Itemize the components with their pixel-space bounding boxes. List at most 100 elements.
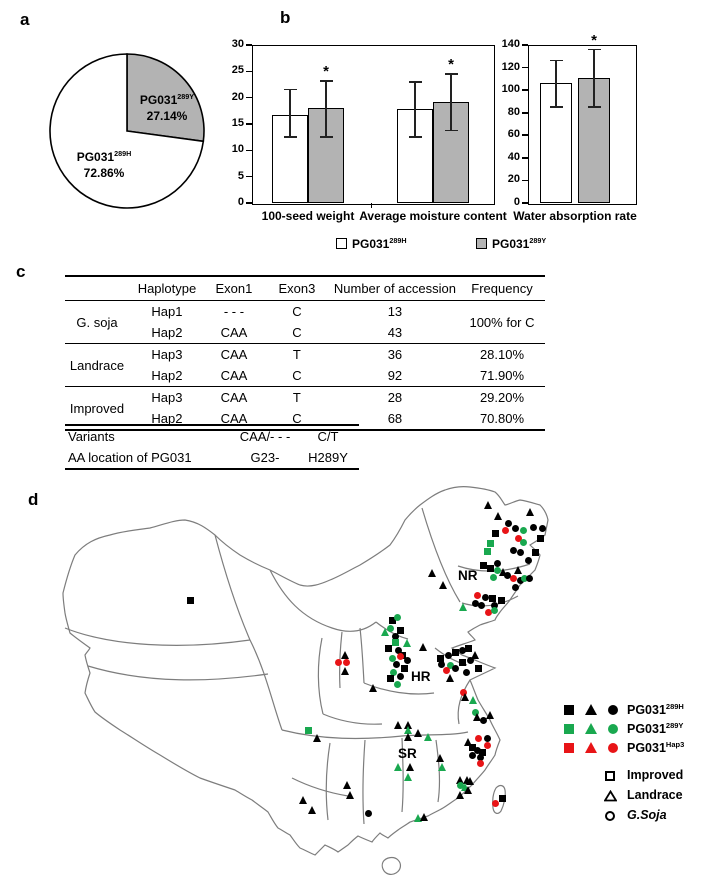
map-marker-sq-k: [474, 664, 482, 672]
error-bar-cap: [408, 81, 422, 83]
map-marker-sq-k: [388, 616, 396, 624]
province-border-16: [401, 737, 404, 813]
map-marker-cir-k: [504, 519, 512, 527]
map-marker-cir-k: [403, 656, 411, 664]
significance-asterisk: *: [591, 31, 597, 49]
map-marker-cir-k: [473, 746, 481, 754]
bar-legend-item-289Y: PG031289Y: [476, 236, 546, 251]
table-cell: Hap1: [128, 300, 205, 322]
map-legend-type-row: Landrace: [556, 788, 705, 804]
map-marker-tri-k: [455, 775, 464, 784]
table-cell: 70.80%: [479, 411, 525, 426]
y-axis-tick: [522, 157, 528, 159]
map-marker-cir-k: [525, 574, 533, 582]
y-axis-tick-label: 20: [507, 173, 520, 186]
map-marker-tri-g: [437, 762, 446, 771]
map-marker-sq-k: [536, 534, 544, 542]
province-border-17: [435, 739, 441, 803]
province-border-18: [291, 777, 349, 797]
map-marker-cir-r: [476, 759, 484, 767]
significance-asterisk: *: [323, 62, 329, 80]
table-cell: 71.90%: [479, 368, 525, 383]
map-marker-tri-k: [342, 780, 351, 789]
table-header-col0: [65, 277, 129, 301]
variants-table-cell: C/T: [317, 429, 339, 444]
map-marker-sq-k: [488, 594, 496, 602]
map-marker-cir-k: [490, 601, 498, 609]
y-axis-tick-label: 60: [507, 128, 520, 141]
legend-triangle-icon: [585, 704, 597, 715]
map-marker-sq-k: [458, 658, 466, 666]
map-marker-cir-g: [471, 708, 479, 716]
y-axis-tick-label: 100: [501, 83, 520, 96]
province-border-5: [421, 507, 461, 603]
pie-slice-percent: 27.14%: [146, 109, 188, 124]
map-marker-cir-r: [501, 526, 509, 534]
china-map-outline-svg: [62, 486, 549, 875]
map-marker-cir-g: [519, 538, 527, 546]
table-header-col2: Exon1: [204, 277, 263, 301]
legend-swatch-white: [336, 238, 347, 249]
map-marker-tri-k: [498, 567, 507, 576]
y-axis-tick: [246, 70, 252, 73]
y-axis-tick-label: 140: [501, 38, 520, 50]
error-bar-cap: [444, 129, 458, 131]
legend-triangle-icon: [585, 742, 597, 753]
map-marker-tri-k: [427, 568, 436, 577]
map-marker-sq-k: [186, 596, 194, 604]
map-marker-tri-k: [465, 776, 474, 785]
province-border-2: [249, 639, 283, 731]
map-marker-tri-k: [405, 762, 414, 771]
legend-haplotype-label: PG031289H: [627, 702, 684, 718]
map-legend-haplotype-row: PG031289H: [556, 702, 705, 718]
table-cell: CAA: [220, 368, 248, 383]
map-marker-cir-r: [483, 741, 491, 749]
legend-square-icon: [564, 743, 574, 753]
map-marker-cir-k: [437, 660, 445, 668]
map-marker-tri-k: [393, 720, 402, 729]
y-axis-tick-label: 20: [231, 90, 244, 103]
map-marker-cir-g: [489, 573, 497, 581]
map-marker-cir-r: [491, 799, 499, 807]
province-border-4: [269, 569, 377, 632]
map-marker-cir-k: [477, 601, 485, 609]
y-axis-tick: [522, 179, 528, 182]
legend-type-icon-holder: [603, 789, 618, 807]
map-marker-cir-k: [394, 646, 402, 654]
map-legend-type-row: Improved: [556, 768, 705, 784]
map-marker-tri-k: [485, 710, 494, 719]
y-axis-tick-label: 30: [231, 38, 244, 50]
map-marker-cir-k: [479, 716, 487, 724]
y-axis-tick-label: 0: [237, 196, 244, 208]
table-cell: C: [292, 368, 302, 383]
map-marker-tri-g: [458, 602, 467, 611]
error-bar-line: [593, 49, 595, 108]
map-marker-cir-k: [511, 583, 519, 591]
map-marker-cir-k: [529, 523, 537, 531]
map-marker-tri-k: [418, 642, 427, 651]
map-marker-cir-g: [393, 680, 401, 688]
map-marker-tri-k: [463, 737, 472, 746]
map-legend-haplotype-row: PG031Hap3: [556, 740, 705, 756]
map-marker-sq-k: [478, 748, 486, 756]
map-marker-cir-k: [511, 524, 519, 532]
open-square-icon: [605, 771, 615, 781]
y-axis-tick-label: 40: [507, 150, 520, 163]
province-border-3: [87, 665, 269, 681]
map-marker-tri-k: [483, 500, 492, 509]
map-marker-cir-k: [509, 546, 517, 554]
error-bar-cap: [587, 106, 601, 108]
y-axis-tick: [522, 66, 528, 69]
map-marker-cir-k: [451, 664, 459, 672]
province-border-0: [64, 627, 251, 646]
panel-b-label: b: [280, 8, 291, 27]
legend-square-icon: [564, 705, 574, 715]
y-axis-tick-label: 25: [231, 64, 244, 77]
error-bar-cap: [283, 136, 297, 138]
map-marker-cir-r: [509, 574, 517, 582]
table-group-name: G. soja: [65, 300, 129, 344]
variants-table-cell: H289Y: [308, 450, 348, 465]
table-header-col5: Frequency: [459, 277, 545, 301]
table-cell: Hap2: [151, 325, 183, 340]
haplotype-table: Haplotype Exon1 Exon3 Number of accession Fr…: [65, 275, 545, 431]
